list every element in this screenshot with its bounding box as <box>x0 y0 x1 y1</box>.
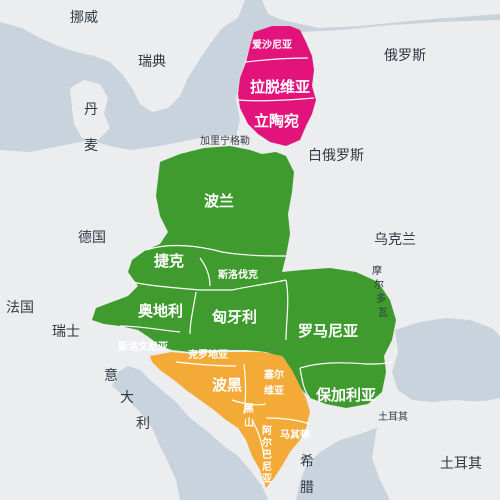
label-estonia: 爱沙尼亚 <box>252 38 292 51</box>
label-kaliningrad: 加里宁格勒 <box>200 134 250 147</box>
label-poland: 波兰 <box>204 192 234 210</box>
label-serbia-1: 塞尔 <box>264 368 284 381</box>
turkey-land <box>372 400 500 500</box>
label-czech: 捷克 <box>154 252 184 270</box>
label-hungary: 匈牙利 <box>212 308 257 326</box>
label-sweden: 瑞典 <box>138 54 166 70</box>
baltic-region <box>238 26 316 146</box>
label-greece-1: 希 <box>300 454 314 470</box>
croatia-bosnia-border <box>175 361 237 367</box>
czech-austria-border <box>131 281 232 291</box>
label-moldova-3: 多 <box>376 292 386 305</box>
bulgaria-west-border <box>299 367 311 399</box>
czech-slovakia-border <box>199 257 211 287</box>
finland-land <box>262 0 500 28</box>
label-turkey-1: 土耳其 <box>378 410 408 423</box>
label-latvia: 拉脱维亚 <box>250 78 310 96</box>
label-austria: 奥地利 <box>138 302 183 320</box>
label-moldova-4: 瓦 <box>378 308 388 319</box>
label-italy-3: 利 <box>136 416 150 432</box>
austria-hungary-border <box>189 291 197 335</box>
label-russia: 俄罗斯 <box>384 48 426 64</box>
label-albania-3: 巴 <box>262 449 272 461</box>
label-romania: 罗马尼亚 <box>298 322 358 340</box>
label-norway: 挪威 <box>70 10 98 26</box>
label-serbia-2: 维亚 <box>264 384 284 397</box>
black-sea <box>392 318 500 402</box>
label-lithuania: 立陶宛 <box>254 112 299 130</box>
label-denmark-1: 丹 <box>84 102 98 118</box>
poland-south-border <box>145 244 287 257</box>
western-balkans-region <box>150 352 310 488</box>
label-germany: 德国 <box>78 230 106 246</box>
label-greece-2: 腊 <box>300 480 314 496</box>
label-moldova-2: 尔 <box>374 278 384 291</box>
label-croatia: 克罗地亚 <box>188 348 228 361</box>
latvia-lithuania-border <box>237 97 315 102</box>
albania-border <box>251 419 265 457</box>
austria-slovenia-border <box>119 325 181 333</box>
scandinavia-land <box>0 0 245 112</box>
label-albania-4: 尼 <box>262 461 272 473</box>
montenegro-border <box>231 399 267 406</box>
label-italy-2: 大 <box>120 390 134 406</box>
label-switzerland: 瑞士 <box>52 324 80 340</box>
label-bosnia: 波黑 <box>212 376 242 394</box>
label-montenegro-2: 山 <box>244 416 254 429</box>
label-albania-2: 尔 <box>261 436 272 449</box>
label-albania-1: 阿 <box>262 425 272 437</box>
denmark-land <box>70 80 110 140</box>
label-albania-5: 亚 <box>262 473 272 485</box>
label-denmark-2: 麦 <box>84 138 98 154</box>
label-bulgaria: 保加利亚 <box>315 386 376 404</box>
label-macedonia: 马其顿 <box>280 428 310 441</box>
label-ukraine: 乌克兰 <box>374 232 416 248</box>
hungary-romania-border <box>285 279 289 341</box>
label-montenegro-1: 黑 <box>244 403 254 415</box>
label-slovenia: 斯洛文尼亚 <box>118 340 168 353</box>
label-slovakia: 斯洛伐克 <box>218 268 258 281</box>
slovakia-hungary-border <box>231 279 287 291</box>
label-moldova-1: 摩 <box>372 264 382 277</box>
macedonia-border <box>265 417 311 425</box>
bosnia-serbia-border <box>243 363 247 415</box>
label-belarus: 白俄罗斯 <box>308 148 364 164</box>
estonia-latvia-border <box>245 57 309 63</box>
label-france: 法国 <box>6 300 34 316</box>
central-eastern-region <box>92 146 396 408</box>
romania-bulgaria-border <box>299 361 393 369</box>
label-italy-1: 意 <box>104 367 118 384</box>
label-turkey-2: 土耳其 <box>440 456 482 472</box>
